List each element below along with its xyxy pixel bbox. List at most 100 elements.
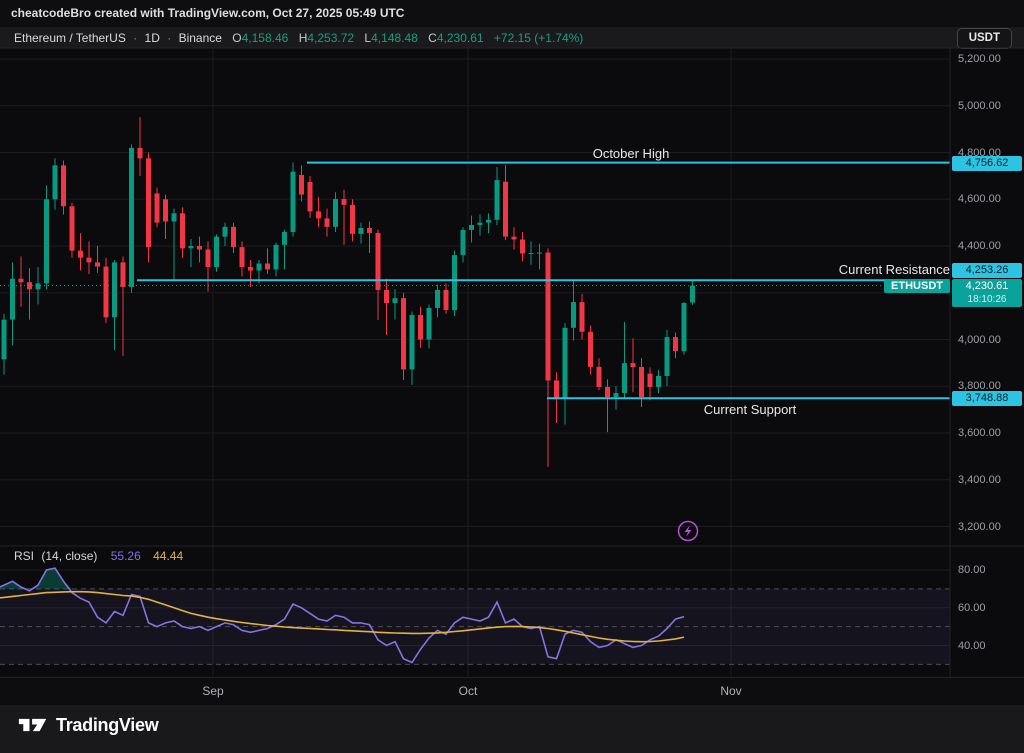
candle-body — [571, 302, 576, 328]
rsi-legend[interactable]: RSI (14, close) 55.26 44.44 — [14, 549, 183, 563]
current-resistance-annotation[interactable]: Current Resistance — [838, 262, 950, 277]
candle-body — [95, 262, 100, 267]
candle-body — [197, 246, 202, 250]
candle-body — [562, 327, 568, 399]
candle-body — [188, 246, 194, 249]
candle-body — [486, 219, 491, 223]
legend-separator: · — [167, 31, 172, 45]
symbol-legend[interactable]: Ethereum / TetherUS · 1D · Binance O4,15… — [14, 31, 583, 45]
price-axis-label: 3,800.00 — [958, 380, 1001, 393]
price-axis-label: 4,600.00 — [958, 193, 1001, 206]
time-axis-month-label: Nov — [720, 684, 742, 698]
candle-body — [350, 204, 355, 234]
october-high-annotation[interactable]: October High — [592, 146, 670, 161]
candle-body — [639, 367, 644, 398]
candle-body — [656, 375, 661, 387]
candle-body — [443, 289, 449, 311]
low-prefix: L — [364, 31, 372, 45]
price-axis-label: 4,000.00 — [958, 333, 1001, 346]
candle-body — [579, 302, 585, 332]
rsi-axis-label: 40.00 — [958, 639, 986, 652]
candle-body — [545, 252, 551, 381]
legend-bar-background — [0, 27, 1024, 48]
candle-body — [61, 165, 66, 207]
candle-body — [409, 314, 415, 370]
candle-body — [469, 224, 474, 230]
time-axis[interactable] — [0, 677, 1024, 706]
candle-body — [316, 211, 321, 219]
candle-body — [86, 257, 92, 263]
candle-body — [341, 199, 347, 205]
price-axis-label: 4,400.00 — [958, 240, 1001, 252]
candle-body — [18, 278, 24, 283]
candle-body — [163, 199, 168, 222]
candle-body — [477, 222, 483, 225]
candle-body — [69, 206, 75, 251]
candle-body — [452, 255, 457, 311]
lightning-button-icon[interactable] — [677, 520, 699, 542]
candle-body — [1, 319, 7, 360]
level-price-chip: 4,253.26 — [952, 262, 1022, 278]
candle-body — [690, 285, 695, 303]
level-price-chip: 4,756.62 — [952, 155, 1022, 171]
candle-body — [239, 247, 245, 268]
candle-body — [112, 262, 117, 318]
close-value: 4,230.61 — [436, 31, 484, 45]
current-support-annotation[interactable]: Current Support — [703, 402, 797, 417]
open-value: 4,158.46 — [241, 31, 289, 45]
candle-body — [494, 180, 500, 220]
candle-body — [299, 174, 304, 195]
candle-body — [681, 303, 687, 352]
rsi-ma-line — [0, 590, 685, 643]
low-value: 4,148.48 — [371, 31, 418, 45]
candle-body — [214, 236, 219, 268]
candle-body — [35, 283, 41, 290]
candle-body — [520, 239, 525, 254]
symbol-name[interactable]: Ethereum / TetherUS — [14, 31, 126, 45]
candle-body — [205, 249, 211, 268]
candle-body — [333, 199, 338, 227]
candle-body — [647, 373, 653, 387]
open-prefix: O — [232, 31, 242, 45]
candle-body — [554, 380, 559, 399]
candle-body — [588, 331, 593, 367]
lightning-bolt-glyph — [684, 525, 692, 537]
candle-body — [401, 298, 406, 370]
candle-body — [367, 228, 372, 233]
candle-body — [375, 232, 381, 290]
symbol-price-chip: ETHUSDT — [884, 280, 950, 293]
level-price-chip: 3,748.88 — [952, 390, 1022, 406]
tradingview-logo-icon — [18, 718, 47, 732]
high-prefix: H — [298, 31, 308, 45]
candle-body — [273, 244, 279, 270]
candle-body — [537, 252, 542, 254]
price-axis-label: 3,600.00 — [958, 427, 1001, 439]
candle-body — [171, 213, 177, 222]
candle-body — [231, 226, 236, 248]
candle-body — [596, 366, 602, 387]
rsi-ma-current-value: 44.44 — [153, 549, 184, 563]
price-axis-label: 3,200.00 — [958, 520, 1001, 533]
candle-body — [384, 289, 389, 304]
candle-body — [146, 158, 151, 248]
exchange-label[interactable]: Binance — [178, 31, 222, 45]
candle-body — [435, 289, 440, 308]
rsi-overbought-fill — [0, 568, 684, 589]
price-axis-label: 5,000.00 — [958, 99, 1001, 112]
candle-body — [630, 363, 636, 368]
tradingview-watermark[interactable]: TradingView — [18, 714, 159, 736]
rsi-current-value: 55.26 — [110, 549, 141, 563]
candle-body — [180, 213, 185, 249]
candle-body — [78, 250, 83, 258]
candle-body — [503, 181, 508, 237]
close-prefix: C — [428, 31, 437, 45]
high-value: 4,253.72 — [307, 31, 355, 45]
candle-body — [44, 199, 49, 284]
candle-body — [622, 363, 627, 394]
candle-body — [120, 262, 126, 287]
candle-body — [265, 263, 270, 270]
interval-label[interactable]: 1D — [144, 31, 160, 45]
rsi-title[interactable]: RSI — [14, 549, 35, 563]
candle-body — [27, 282, 32, 290]
